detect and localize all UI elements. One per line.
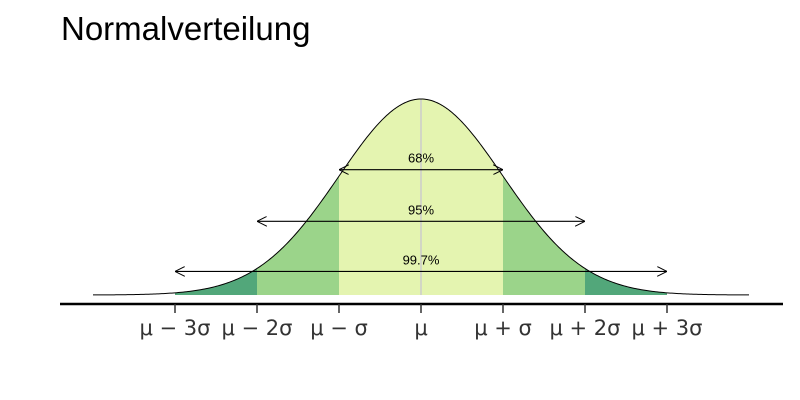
x-tick-label-5: μ + σ <box>474 316 532 340</box>
chart-title: Normalverteilung <box>61 10 311 47</box>
x-tick-label-3: μ − σ <box>310 316 368 340</box>
x-tick-label-6: μ + 2σ <box>550 316 621 340</box>
interval-label-3: 99.7% <box>403 252 440 267</box>
x-tick-label-4: μ <box>414 316 427 340</box>
x-tick-label-7: μ + 3σ <box>632 316 703 340</box>
x-tick-label-1: μ − 3σ <box>140 316 211 340</box>
x-tick-label-2: μ − 2σ <box>222 316 293 340</box>
tick-layer: μ − 3σ μ − 2σ μ − σ μ μ + σ μ + 2σ μ + 3σ <box>140 304 703 340</box>
interval-label-1: 68% <box>408 151 434 166</box>
interval-label-2: 95% <box>408 202 434 217</box>
density-curve <box>93 98 749 296</box>
interval-layer: 68% 95% 99.7% <box>175 151 667 272</box>
